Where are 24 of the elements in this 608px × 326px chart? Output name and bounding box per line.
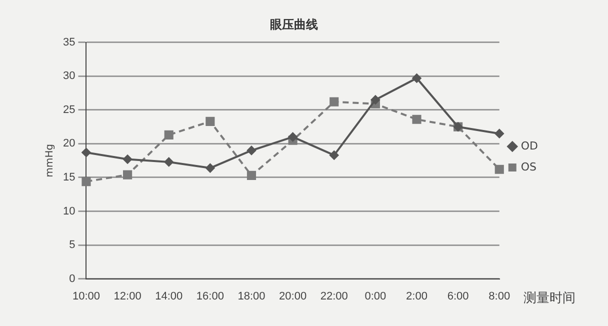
x-tick-label: 2:00 [406, 290, 428, 302]
chart-title: 眼压曲线 [270, 17, 318, 32]
x-axis-title: 测量时间 [523, 291, 576, 306]
y-tick-label: 35 [62, 36, 76, 48]
x-tick-label: 6:00 [447, 290, 469, 302]
legend-label: OD [520, 139, 538, 152]
x-tick-label: 8:00 [488, 290, 510, 302]
x-tick-label: 20:00 [279, 290, 307, 302]
x-tick-label: 12:00 [114, 290, 142, 302]
y-tick-label: 20 [62, 138, 76, 150]
y-tick-label: 15 [62, 172, 76, 184]
y-tick-label: 25 [62, 104, 76, 116]
y-tick-label: 0 [69, 272, 76, 285]
x-tick-label: 14:00 [155, 290, 183, 302]
y-axis-title: mmHg [44, 144, 56, 178]
y-tick-label: 10 [62, 205, 76, 218]
y-tick-label: 30 [62, 70, 76, 82]
x-tick-label: 22:00 [320, 290, 348, 302]
x-tick-label: 16:00 [196, 290, 224, 302]
legend-label: OS [520, 160, 537, 174]
x-tick-label: 18:00 [238, 290, 266, 302]
x-tick-label: 10:00 [72, 290, 100, 302]
y-tick-label: 5 [69, 239, 76, 252]
x-tick-label: 0:00 [364, 290, 386, 302]
